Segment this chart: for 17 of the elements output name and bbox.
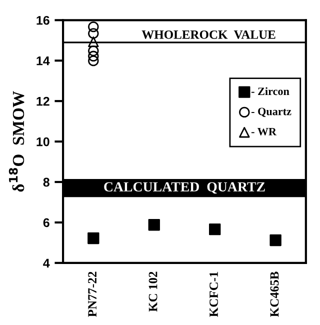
- x-tick-label: KC 102: [148, 272, 158, 312]
- y-tick-label: 16: [36, 16, 50, 25]
- legend-label: - Zircon: [251, 87, 290, 96]
- y-tick-label: 14: [36, 56, 50, 66]
- y-tick-label: 12: [36, 96, 50, 106]
- ref-line-label: WHOLEROCK VALUE: [142, 30, 276, 39]
- y-tick-label: 6: [43, 218, 50, 228]
- y-tick-label: 4: [43, 258, 50, 268]
- y-tick-label: 8: [43, 178, 50, 187]
- y-tick-label: 10: [36, 137, 50, 146]
- y-axis-title: δ$^{18}$O SMOW: [8, 91, 24, 192]
- legend-label: - WR: [251, 128, 277, 136]
- legend-label: - Quartz: [251, 108, 292, 117]
- band-label: CALCULATED QUARTZ: [104, 182, 265, 194]
- x-tick-label: KC465B: [270, 272, 279, 317]
- x-tick-label: PN77-22: [88, 272, 96, 317]
- x-tick-label: KCFC-1: [210, 272, 218, 317]
